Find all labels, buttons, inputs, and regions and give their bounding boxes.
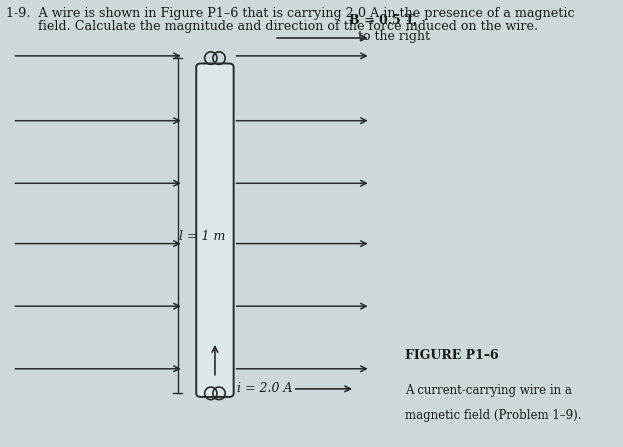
Text: FIGURE P1–6: FIGURE P1–6 [405,349,498,362]
Text: i = 2.0 A: i = 2.0 A [237,382,300,396]
FancyBboxPatch shape [196,63,234,397]
Text: A current-carrying wire in a: A current-carrying wire in a [405,384,572,397]
Text: to the right: to the right [358,30,430,43]
Text: B = 0.5 T,: B = 0.5 T, [349,13,417,26]
Text: l = 1 m: l = 1 m [179,230,225,244]
Text: field. Calculate the magnitude and direction of the force induced on the wire.: field. Calculate the magnitude and direc… [6,20,538,33]
Text: magnetic field (Problem 1–9).: magnetic field (Problem 1–9). [405,409,581,422]
Text: 1-9.  A wire is shown in Figure P1–6 that is carrying 2.0 A in the presence of a: 1-9. A wire is shown in Figure P1–6 that… [6,7,575,20]
